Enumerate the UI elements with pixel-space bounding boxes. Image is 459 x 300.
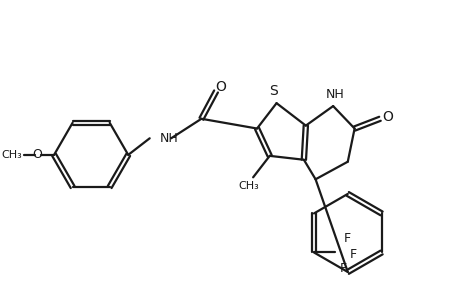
Text: F: F <box>349 248 356 261</box>
Text: CH₃: CH₃ <box>1 150 22 160</box>
Text: F: F <box>343 232 350 245</box>
Text: F: F <box>339 262 346 275</box>
Text: NH: NH <box>159 132 178 145</box>
Text: NH: NH <box>325 88 344 101</box>
Text: S: S <box>269 85 277 98</box>
Text: O: O <box>381 110 392 124</box>
Text: O: O <box>215 80 226 94</box>
Text: O: O <box>33 148 42 161</box>
Text: CH₃: CH₃ <box>237 181 258 191</box>
